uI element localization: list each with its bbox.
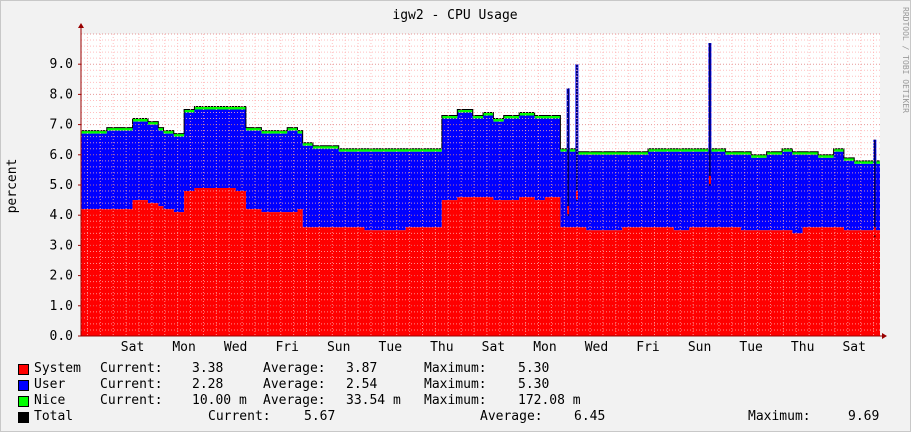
y-tick-label: 4.0: [50, 208, 73, 223]
series-system-area: [81, 188, 880, 336]
legend-current: 3.38: [192, 361, 224, 376]
legend-maximum: 9.69: [848, 409, 880, 424]
x-tick-label: Wed: [585, 340, 608, 355]
legend-current-label: Current:: [100, 361, 163, 376]
x-tick-label: Fri: [275, 340, 298, 355]
legend-current: 10.00 m: [192, 393, 247, 408]
y-tick-label: 0.0: [50, 329, 73, 344]
legend-current-label: Current:: [208, 409, 271, 424]
x-axis-arrow: [882, 333, 887, 339]
x-tick-label: Sun: [688, 340, 711, 355]
y-tick-label: 8.0: [50, 87, 73, 102]
x-tick-label: Sat: [482, 340, 505, 355]
spike-system-2: [708, 175, 711, 184]
legend-average-label: Average:: [263, 377, 326, 392]
y-tick-label: 6.0: [50, 148, 73, 163]
legend-name: Total: [34, 409, 74, 424]
legend-row: Total Current: 5.67 Average: 6.45 Maximum: 9.6…: [18, 409, 898, 425]
x-tick-label: Sun: [327, 340, 350, 355]
x-tick-label: Sat: [121, 340, 144, 355]
legend-current: 2.28: [192, 377, 224, 392]
x-tick-label: Thu: [791, 340, 814, 355]
y-tick-label: 7.0: [50, 118, 73, 133]
legend-current-label: Current:: [100, 377, 163, 392]
y-tick-label: 1.0: [50, 299, 73, 314]
legend-name: System: [34, 361, 81, 376]
x-tick-label: Mon: [172, 340, 195, 355]
legend-swatch: [18, 412, 29, 423]
series-nice-area: [81, 106, 880, 164]
legend-maximum: 5.30: [518, 361, 550, 376]
y-axis-arrow: [78, 23, 84, 28]
legend-average: 3.87: [346, 361, 378, 376]
legend-maximum-label: Maximum:: [748, 409, 811, 424]
legend-swatch: [18, 364, 29, 375]
axes: [78, 23, 887, 339]
x-tick-labels: Sat Mon Wed Fri Sun Tue Thu Sat Mon Wed Fri Sun Tue T…: [121, 340, 866, 355]
y-tick-label: 5.0: [50, 178, 73, 193]
legend-maximum-label: Maximum:: [424, 393, 487, 408]
cpu-usage-chart: igw2 - CPU Usage percent RRDTOOL / TOBI …: [5, 7, 910, 355]
spike-system-1: [575, 191, 578, 200]
legend-average: 33.54 m: [346, 393, 401, 408]
legend-maximum-label: Maximum:: [424, 377, 487, 392]
legend-average: 2.54: [346, 377, 378, 392]
x-tick-label: Sat: [842, 340, 865, 355]
x-tick-label: Fri: [636, 340, 659, 355]
x-tick-label: Mon: [533, 340, 556, 355]
x-tick-label: Tue: [739, 340, 763, 355]
y-tick-labels: 0.0 1.0 2.0 3.0 4.0 5.0 6.0 7.0 8.0 9.0: [50, 57, 81, 344]
legend-name: Nice: [34, 393, 66, 408]
legend-average-label: Average:: [480, 409, 543, 424]
legend-maximum-label: Maximum:: [424, 361, 487, 376]
legend-current: 5.67: [304, 409, 336, 424]
legend: System Current: 3.38 Average: 3.87 Maximum: 5.…: [18, 361, 898, 425]
rrdtool-credit: RRDTOOL / TOBI OETIKER: [901, 7, 910, 113]
spike-system-3: [873, 227, 876, 236]
y-tick-label: 2.0: [50, 269, 73, 284]
legend-name: User: [34, 377, 66, 392]
legend-row: User Current: 2.28 Average: 2.54 Maximum: 5.30: [18, 377, 898, 393]
spike-system-0: [567, 206, 570, 215]
x-tick-label: Thu: [430, 340, 453, 355]
legend-current-label: Current:: [100, 393, 163, 408]
legend-average-label: Average:: [263, 393, 326, 408]
grid: [81, 33, 880, 336]
chart-title: igw2 - CPU Usage: [392, 8, 517, 23]
y-axis-label: percent: [5, 159, 20, 214]
legend-average-label: Average:: [263, 361, 326, 376]
y-tick-label: 9.0: [50, 57, 73, 72]
legend-swatch: [18, 396, 29, 407]
x-tick-label: Tue: [379, 340, 403, 355]
legend-average: 6.45: [574, 409, 606, 424]
legend-row: Nice Current: 10.00 m Average: 33.54 m Maximu…: [18, 393, 898, 409]
x-tick-label: Wed: [224, 340, 247, 355]
y-tick-label: 3.0: [50, 238, 73, 253]
legend-maximum: 172.08 m: [518, 393, 581, 408]
legend-maximum: 5.30: [518, 377, 550, 392]
legend-row: System Current: 3.38 Average: 3.87 Maximum: 5.…: [18, 361, 898, 377]
legend-swatch: [18, 380, 29, 391]
